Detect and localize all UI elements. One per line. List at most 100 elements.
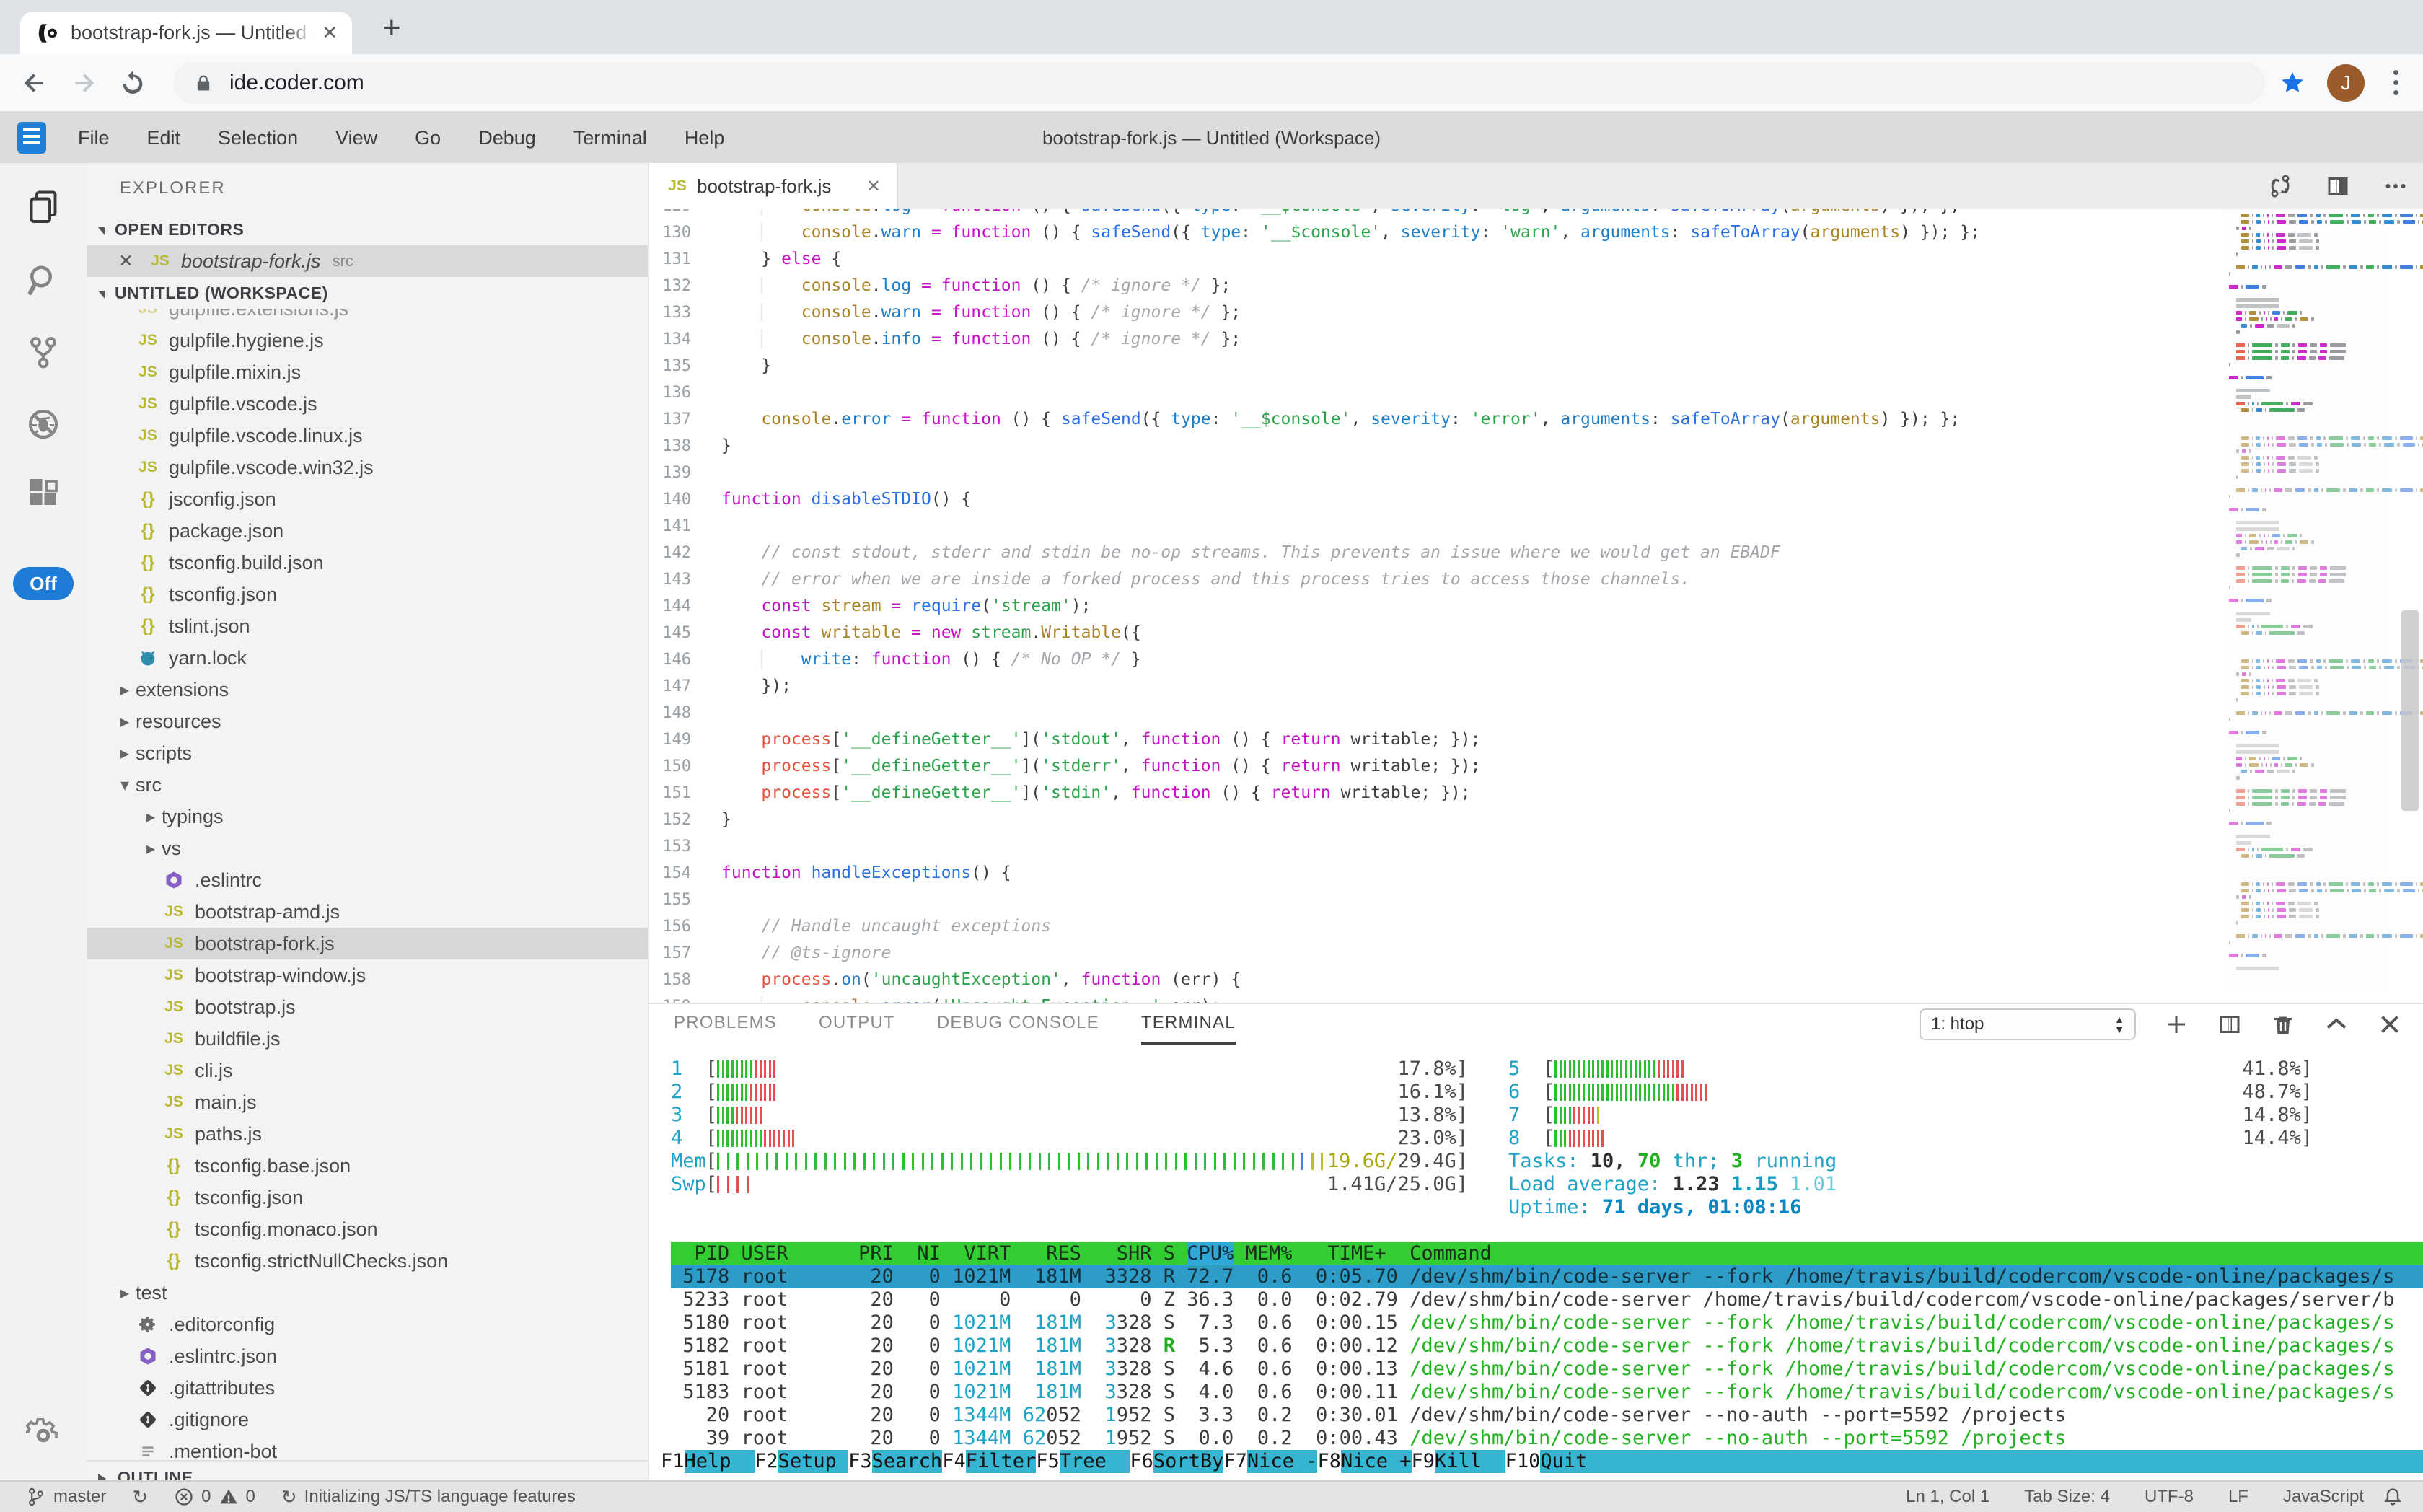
htop-fkey-f3[interactable]: F3 Search	[848, 1450, 943, 1473]
tree-item-package.json[interactable]: {} package.json	[87, 515, 648, 547]
tree-item-.gitattributes[interactable]: .gitattributes	[87, 1372, 648, 1404]
htop-fkey-f8[interactable]: F8 Nice +	[1317, 1450, 1412, 1473]
htop-fkey-f4[interactable]: F4 Filter	[942, 1450, 1037, 1473]
open-editor-item[interactable]: ✕ JS bootstrap-fork.js src	[87, 245, 648, 277]
tree-item-jsconfig.json[interactable]: {} jsconfig.json	[87, 483, 648, 515]
tree-item-.eslintrc.json[interactable]: .eslintrc.json	[87, 1340, 648, 1372]
browser-tab[interactable]: bootstrap-fork.js — Untitled (W ✕	[20, 12, 352, 54]
htop-process-row[interactable]: 5182 root 20 0 1021M 181M 3328 R 5.3 0.6…	[671, 1335, 2395, 1357]
explorer-icon[interactable]	[26, 189, 61, 224]
tree-item-paths.js[interactable]: JS paths.js	[87, 1118, 648, 1150]
tree-item-tsconfig.monaco.json[interactable]: {} tsconfig.monaco.json	[87, 1213, 648, 1245]
sync-changes-icon[interactable]	[2267, 173, 2293, 199]
close-panel-icon[interactable]	[2377, 1011, 2403, 1037]
status-lf[interactable]: LF	[2228, 1487, 2248, 1506]
more-actions-icon[interactable]	[2383, 173, 2409, 199]
reload-icon[interactable]	[118, 69, 147, 97]
tree-item-.gitignore[interactable]: .gitignore	[87, 1404, 648, 1436]
htop-fkey-f1[interactable]: F1 Help	[661, 1450, 755, 1473]
search-icon[interactable]	[26, 263, 61, 297]
url-bar[interactable]: ide.coder.com	[173, 61, 2265, 104]
menu-selection[interactable]: Selection	[218, 126, 299, 149]
tree-item-cli.js[interactable]: JS cli.js	[87, 1055, 648, 1086]
tree-item-buildfile.js[interactable]: JS buildfile.js	[87, 1023, 648, 1055]
workspace-section[interactable]: UNTITLED (WORKSPACE)	[87, 277, 648, 309]
panel-tab-terminal[interactable]: TERMINAL	[1140, 1004, 1236, 1045]
tree-item-.editorconfig[interactable]: .editorconfig	[87, 1309, 648, 1340]
problems-indicator[interactable]: 0 0	[174, 1487, 255, 1507]
tree-item-bootstrap.js[interactable]: JS bootstrap.js	[87, 991, 648, 1023]
code-editor[interactable]: 129 console.log = function () { safeSend…	[649, 209, 2423, 1003]
maximize-panel-icon[interactable]	[2323, 1011, 2349, 1037]
menu-go[interactable]: Go	[415, 126, 441, 149]
tree-item-bootstrap-fork.js[interactable]: JS bootstrap-fork.js	[87, 928, 648, 959]
new-tab-button[interactable]: +	[382, 10, 401, 45]
htop-process-row[interactable]: 5181 root 20 0 1021M 181M 3328 S 4.6 0.6…	[671, 1358, 2395, 1380]
back-icon[interactable]	[20, 69, 49, 97]
tree-item-main.js[interactable]: JS main.js	[87, 1086, 648, 1118]
tree-item-.mention-bot[interactable]: .mention-bot	[87, 1436, 648, 1460]
sync-indicator[interactable]: ↻	[132, 1487, 148, 1506]
menu-help[interactable]: Help	[684, 126, 725, 149]
htop-process-row[interactable]: 5178 root 20 0 1021M 181M 3328 R 72.7 0.…	[671, 1265, 2423, 1288]
tab-close-icon[interactable]: ✕	[322, 22, 338, 43]
status-ln-1-col-1[interactable]: Ln 1, Col 1	[1906, 1487, 1990, 1506]
htop-fkey-f7[interactable]: F7 Nice -	[1223, 1450, 1318, 1473]
panel-tab-debug-console[interactable]: DEBUG CONSOLE	[936, 1013, 1099, 1032]
terminal-htop[interactable]: 1[17.8%] 5[41.8%] 2[16.1%] 6[48.7%] 3[13.8%]…	[649, 1045, 2423, 1480]
editor-tab[interactable]: JS bootstrap-fork.js ✕	[649, 163, 898, 209]
tree-item-tsconfig.strictNullChecks.json[interactable]: {} tsconfig.strictNullChecks.json	[87, 1245, 648, 1277]
htop-fkey-f5[interactable]: F5 Tree	[1036, 1450, 1130, 1473]
terminal-select[interactable]: 1: htop ▲ ▼	[1920, 1008, 2136, 1040]
htop-process-row[interactable]: 39 root 20 0 1344M 62052 1952 S 0.0 0.2 …	[671, 1427, 2067, 1449]
git-branch-indicator[interactable]: master	[26, 1487, 106, 1507]
split-editor-icon[interactable]	[2325, 173, 2351, 199]
tree-item-extensions[interactable]: ▸ extensions	[87, 674, 648, 706]
tree-item-tsconfig.build.json[interactable]: {} tsconfig.build.json	[87, 547, 648, 579]
outline-section[interactable]: OUTLINE	[87, 1460, 648, 1480]
minimap[interactable]	[2222, 209, 2423, 992]
debug-icon[interactable]	[26, 407, 61, 441]
htop-fkey-f2[interactable]: F2 Setup	[755, 1450, 849, 1473]
menu-edit[interactable]: Edit	[146, 126, 181, 149]
tree-item-tsconfig.base.json[interactable]: {} tsconfig.base.json	[87, 1150, 648, 1182]
tree-item-gulpfile.vscode.linux.js[interactable]: JS gulpfile.vscode.linux.js	[87, 420, 648, 452]
panel-tab-problems[interactable]: PROBLEMS	[674, 1013, 777, 1032]
forward-icon[interactable]	[69, 69, 98, 97]
tree-item-vs[interactable]: ▸ vs	[87, 832, 648, 864]
tree-item-typings[interactable]: ▸ typings	[87, 801, 648, 832]
status-javascript[interactable]: JavaScript	[2282, 1487, 2364, 1506]
tree-item-gulpfile.mixin.js[interactable]: JS gulpfile.mixin.js	[87, 356, 648, 388]
tree-item-yarn.lock[interactable]: yarn.lock	[87, 642, 648, 674]
menu-debug[interactable]: Debug	[478, 126, 536, 149]
panel-tab-output[interactable]: OUTPUT	[818, 1013, 895, 1032]
tree-item-gulpfile.hygiene.js[interactable]: JS gulpfile.hygiene.js	[87, 325, 648, 356]
url-text[interactable]: ide.coder.com	[229, 70, 364, 94]
tree-item-resources[interactable]: ▸ resources	[87, 706, 648, 737]
htop-fkey-f10[interactable]: F10 Quit	[1505, 1450, 2423, 1473]
tree-item-bootstrap-window.js[interactable]: JS bootstrap-window.js	[87, 959, 648, 991]
htop-process-row[interactable]: 20 root 20 0 1344M 62052 1952 S 3.3 0.2 …	[671, 1404, 2067, 1426]
split-terminal-icon[interactable]	[2217, 1011, 2243, 1037]
tree-item-gulpfile.vscode.js[interactable]: JS gulpfile.vscode.js	[87, 388, 648, 420]
status-utf-8[interactable]: UTF-8	[2144, 1487, 2194, 1506]
htop-process-row[interactable]: 5183 root 20 0 1021M 181M 3328 S 4.0 0.6…	[671, 1381, 2395, 1403]
menu-view[interactable]: View	[335, 126, 378, 149]
tree-item-tsconfig.json[interactable]: {} tsconfig.json	[87, 1182, 648, 1213]
tree-item-test[interactable]: ▸ test	[87, 1277, 648, 1309]
tree-item-scripts[interactable]: ▸ scripts	[87, 737, 648, 769]
bookmark-star-icon[interactable]	[2279, 70, 2305, 96]
close-icon[interactable]: ✕	[118, 251, 133, 271]
htop-fkey-f6[interactable]: F6 SortBy	[1130, 1450, 1224, 1473]
tree-item-gulpfile.vscode.win32.js[interactable]: JS gulpfile.vscode.win32.js	[87, 452, 648, 483]
tree-item-src[interactable]: ▾ src	[87, 769, 648, 801]
notifications-bell-icon[interactable]	[2383, 1487, 2403, 1507]
menu-file[interactable]: File	[78, 126, 110, 149]
open-editors-section[interactable]: OPEN EDITORS	[87, 214, 648, 245]
source-control-icon[interactable]	[26, 335, 61, 369]
new-terminal-icon[interactable]	[2163, 1011, 2189, 1037]
avatar[interactable]: J	[2327, 63, 2365, 102]
htop-process-row[interactable]: 5180 root 20 0 1021M 181M 3328 S 7.3 0.6…	[671, 1311, 2395, 1334]
htop-fkey-f9[interactable]: F9 Kill	[1411, 1450, 1505, 1473]
